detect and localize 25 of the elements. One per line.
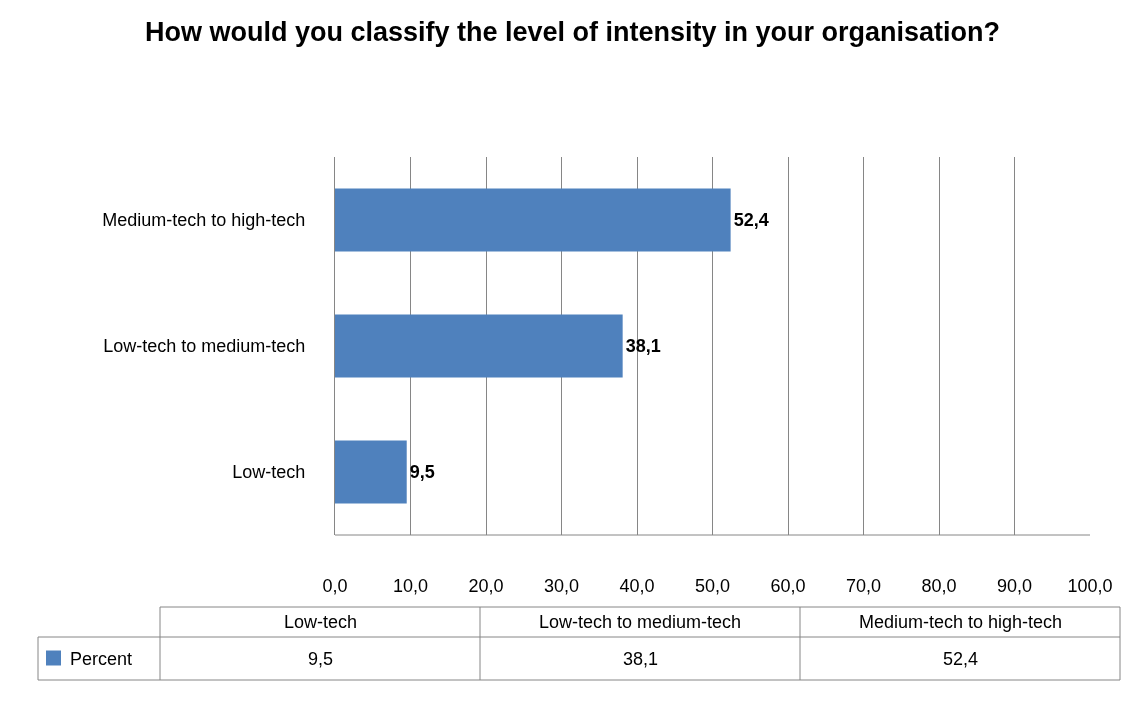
- chart-title: How would you classify the level of intensity in your organisation?: [144, 16, 1001, 47]
- text: 52,4: [943, 649, 979, 669]
- legend-label: Percent: [70, 649, 133, 669]
- category-label: Low-tech: [284, 612, 358, 632]
- x-tick-label: 10,0: [392, 576, 429, 596]
- x-tick-label: 40,0: [619, 576, 655, 596]
- data-label: 38,1: [625, 336, 661, 356]
- y-tick-label: Medium-tech to high-tech: [102, 210, 306, 231]
- y-tick-label: Low-tech: [232, 462, 306, 483]
- text: 38,1: [623, 649, 659, 669]
- x-tick-label: 60,0: [770, 576, 806, 596]
- x-tick-label: 30,0: [543, 576, 580, 596]
- category-label: Low-tech to medium-tech: [539, 612, 742, 632]
- data-label: 52,4: [733, 210, 769, 230]
- x-tick-label: 50,0: [694, 576, 731, 596]
- text: 9,5: [308, 649, 334, 669]
- x-tick-label: 100,0: [1067, 576, 1113, 596]
- x-tick-label: 90,0: [996, 576, 1033, 596]
- x-tick-label: 80,0: [921, 576, 957, 596]
- x-tick-label: 20,0: [468, 576, 504, 596]
- y-tick-label: Low-tech to medium-tech: [103, 336, 306, 357]
- data-label: 9,5: [409, 462, 435, 482]
- x-tick-label: 0,0: [322, 576, 348, 596]
- x-tick-label: 70,0: [845, 576, 882, 596]
- category-label: Medium-tech to high-tech: [859, 612, 1063, 632]
